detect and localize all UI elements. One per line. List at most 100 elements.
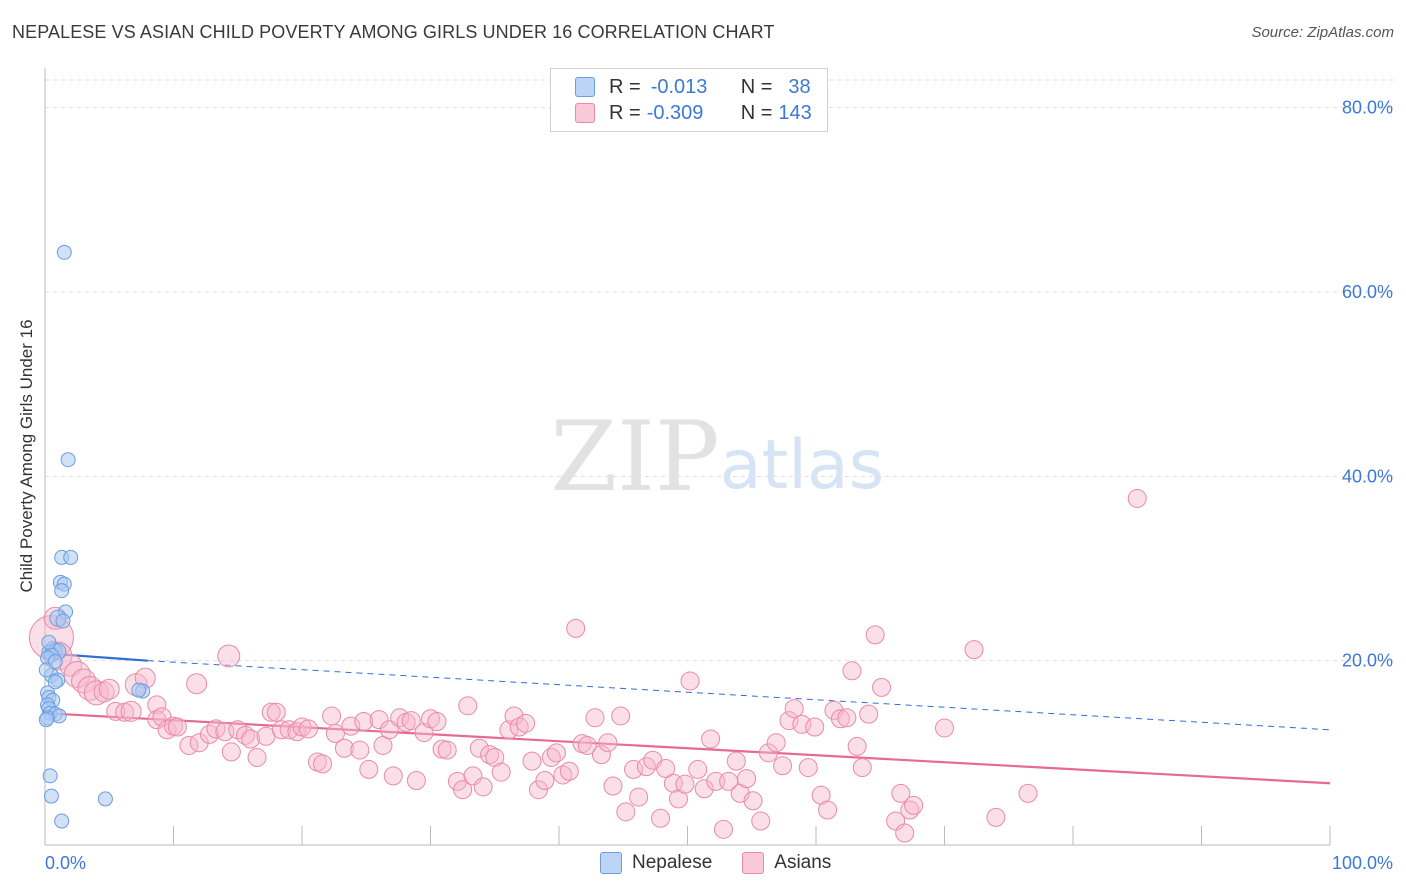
- asians-r-value: -0.309: [646, 101, 704, 124]
- asians-point: [354, 711, 374, 731]
- nepalese-n-label: N =: [740, 75, 773, 98]
- asians-point: [798, 758, 818, 778]
- asians-point: [516, 713, 536, 733]
- asians-point: [837, 708, 857, 728]
- nepalese-n-value: 38: [788, 75, 811, 98]
- asians-point: [656, 759, 676, 778]
- asians-point: [189, 733, 209, 753]
- asians-point: [98, 678, 120, 700]
- asians-n-label: N =: [740, 101, 773, 124]
- asians-point: [359, 759, 379, 779]
- asians-point: [341, 716, 361, 736]
- asians-point: [847, 736, 867, 756]
- asians-point: [830, 709, 850, 729]
- nepalese-point: [41, 634, 57, 650]
- x-tick-label-max: 100.0%: [1332, 853, 1393, 873]
- asians-point: [805, 717, 825, 737]
- nepalese-swatch: [575, 77, 595, 97]
- nepalese-point: [54, 813, 70, 829]
- asians-point: [152, 707, 172, 727]
- asians-point: [818, 800, 838, 820]
- asians-point: [859, 704, 879, 724]
- asians-point: [63, 660, 91, 688]
- asians-point: [559, 761, 579, 781]
- asians-point: [591, 745, 611, 765]
- asians-point: [629, 787, 649, 807]
- asians-point: [334, 738, 354, 758]
- asians-point: [292, 717, 312, 737]
- asians-point: [743, 791, 763, 811]
- asians-point: [325, 723, 345, 743]
- nepalese-point: [43, 788, 59, 804]
- asians-point: [1018, 783, 1038, 803]
- asians-point: [675, 774, 695, 794]
- asians-point: [611, 706, 631, 726]
- asians-r-label: R =: [609, 101, 641, 124]
- nepalese-r-label: R =: [609, 75, 641, 98]
- y-axis-label: Child Poverty Among Girls Under 16: [17, 319, 36, 593]
- asians-point: [651, 808, 671, 828]
- asians-trend-line: [44, 712, 1331, 785]
- asians-point: [406, 770, 426, 790]
- asians-point: [737, 769, 757, 789]
- asians-point: [401, 711, 421, 731]
- asians-point: [383, 766, 403, 786]
- nepalese-points: [38, 244, 151, 829]
- asians-point: [473, 777, 493, 797]
- asians-point: [199, 724, 219, 744]
- asians-point: [469, 738, 489, 758]
- asians-point: [509, 717, 529, 737]
- asians-point: [904, 795, 924, 815]
- asians-point: [779, 711, 799, 731]
- watermark-atlas: atlas: [720, 426, 884, 505]
- asians-point: [458, 696, 478, 716]
- y-tick-label-20: 20.0%: [1342, 651, 1393, 671]
- grid-lines: [45, 79, 1393, 662]
- asians-point: [872, 677, 892, 697]
- asians-point: [694, 779, 714, 799]
- asians-point: [577, 735, 597, 755]
- nepalese-point: [54, 583, 70, 599]
- nepalese-point: [42, 768, 58, 784]
- legend-row-asians: R = -0.309 N = 143: [575, 101, 812, 125]
- asians-point: [261, 702, 281, 722]
- nepalese-point: [55, 613, 71, 629]
- x-tick-label-min: 0.0%: [45, 853, 86, 873]
- asians-point: [535, 770, 555, 790]
- asians-point: [241, 729, 261, 749]
- asians-point: [603, 776, 623, 796]
- asians-point: [935, 718, 954, 738]
- chart-title: NEPALESE VS ASIAN CHILD POVERTY AMONG GI…: [12, 22, 775, 42]
- asians-point: [369, 710, 389, 730]
- y-tick-label-80: 80.0%: [1342, 98, 1393, 118]
- asians-point: [773, 756, 793, 776]
- asians-point: [120, 700, 142, 722]
- asians-point: [504, 706, 524, 726]
- asians-point: [598, 733, 618, 753]
- asians-point: [453, 780, 473, 800]
- nepalese-point: [38, 712, 54, 728]
- asians-point: [553, 765, 573, 785]
- asians-point: [266, 702, 286, 722]
- asians-point: [167, 717, 187, 737]
- asians-points: [28, 488, 1147, 843]
- asians-point: [616, 802, 636, 822]
- nepalese-point: [38, 662, 54, 678]
- asians-point: [986, 807, 1006, 827]
- asians-point: [566, 618, 586, 638]
- asians-point: [221, 742, 241, 762]
- asians-point: [147, 695, 167, 715]
- asians-point: [322, 706, 342, 726]
- asians-point: [891, 783, 911, 803]
- asians-point: [751, 811, 771, 831]
- nepalese-point: [56, 244, 72, 260]
- y-tick-label-60: 60.0%: [1342, 282, 1393, 302]
- asians-point: [758, 743, 778, 763]
- asians-point: [680, 671, 700, 691]
- asians-point: [427, 711, 447, 731]
- watermark: ZIP atlas: [550, 401, 884, 513]
- nepalese-point: [97, 791, 113, 807]
- legend-row-nepalese: R = -0.013 N = 38: [575, 75, 811, 99]
- asians-legend-swatch: [742, 852, 765, 874]
